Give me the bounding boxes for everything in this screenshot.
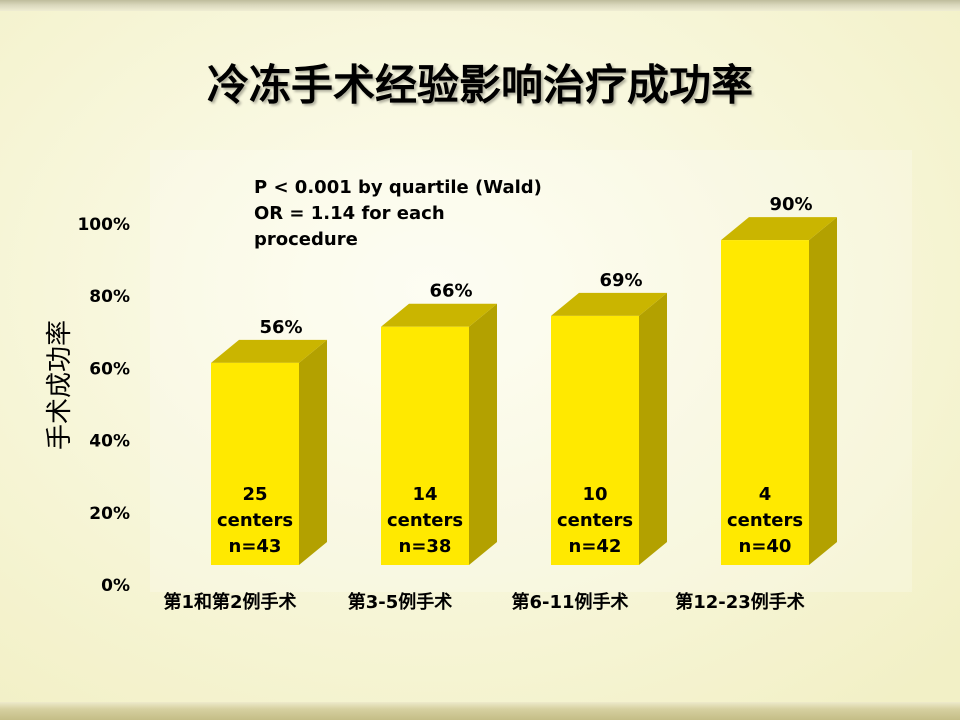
y-tick-label-80: 80% [89, 287, 130, 307]
bar-4-front-face [721, 240, 809, 565]
bar-2-front-face [381, 326, 469, 565]
y-tick-label-0: 0% [101, 576, 130, 596]
bar-3-count-label: 10 [582, 484, 607, 505]
annotation-line-2: OR = 1.14 for each [254, 203, 445, 224]
bar-2-side-face [469, 303, 497, 565]
slide-title: 冷冻手术经验影响治疗成功率 [207, 61, 753, 110]
value-label-4: 90% [769, 194, 812, 215]
y-tick-label-40: 40% [89, 432, 130, 452]
bar-2-sample-label: n=38 [399, 536, 452, 557]
top-band [0, 0, 960, 11]
bar-4-unit-label: centers [727, 510, 803, 531]
bottom-band [0, 702, 960, 720]
x-tick-label-1: 第1和第2例手术 [163, 591, 296, 613]
bar-3: 69% 10 centers n=42 [551, 270, 667, 565]
bar-4-count-label: 4 [759, 484, 772, 505]
y-tick-label-20: 20% [89, 504, 130, 524]
bar-2-count-label: 14 [412, 484, 437, 505]
value-label-3: 69% [599, 270, 642, 291]
y-axis-tick-labels: 0% 20% 40% 60% 80% 100% [77, 215, 130, 596]
bar-1: 56% 25 centers n=43 [211, 317, 327, 565]
bar-2: 66% 14 centers n=38 [381, 281, 497, 565]
bar-3-front-face [551, 315, 639, 565]
bar-4: 90% 4 centers n=40 [721, 194, 837, 565]
bar-1-top-face [211, 339, 327, 363]
y-tick-label-60: 60% [89, 359, 130, 379]
bar-4-side-face [809, 217, 837, 565]
value-label-1: 56% [259, 317, 302, 338]
category-labels: 第1和第2例手术 第3-5例手术 第6-11例手术 第12-23例手术 [163, 591, 804, 613]
bar-2-unit-label: centers [387, 510, 463, 531]
annotation-line-3: procedure [254, 229, 358, 250]
bar-3-unit-label: centers [557, 510, 633, 531]
bar-4-sample-label: n=40 [739, 536, 792, 557]
bar-1-side-face [299, 339, 327, 565]
y-axis-title: 手术成功率 [45, 320, 75, 450]
bar-4-top-face [721, 217, 837, 241]
bar-1-sample-label: n=43 [229, 536, 282, 557]
y-tick-label-100: 100% [77, 215, 130, 235]
bars: 56% 25 centers n=43 66% 14 centers n=38 69% 10 cen… [211, 194, 837, 565]
bar-3-top-face [551, 292, 667, 316]
bar-2-top-face [381, 303, 497, 327]
statistics-annotation: P < 0.001 by quartile (Wald) OR = 1.14 fo… [254, 177, 542, 250]
x-tick-label-3: 第6-11例手术 [511, 591, 628, 613]
x-tick-label-4: 第12-23例手术 [675, 591, 805, 613]
annotation-line-1: P < 0.001 by quartile (Wald) [254, 177, 542, 198]
x-tick-label-2: 第3-5例手术 [348, 591, 453, 613]
bar-1-unit-label: centers [217, 510, 293, 531]
bar-1-front-face [211, 362, 299, 565]
bar-3-sample-label: n=42 [569, 536, 622, 557]
bar-1-count-label: 25 [242, 484, 267, 505]
bar-3-side-face [639, 292, 667, 565]
value-label-2: 66% [429, 281, 472, 302]
